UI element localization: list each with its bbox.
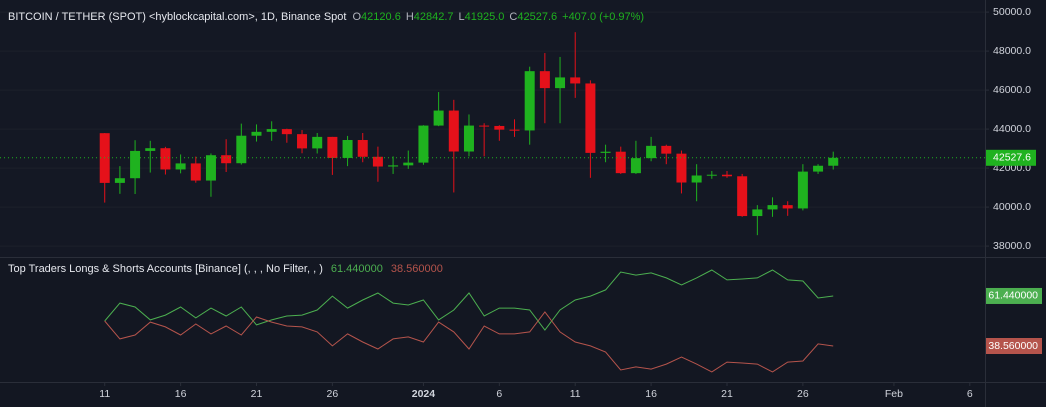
candle-body — [752, 209, 763, 217]
price-pane — [0, 0, 985, 257]
candle-body — [312, 136, 323, 149]
series-value-label: 38.560000 — [391, 263, 443, 275]
candle-body — [221, 155, 232, 164]
x-tick-label: 6 — [496, 388, 502, 400]
candle-body — [782, 205, 793, 209]
candle-body — [828, 157, 839, 166]
y-tick-label: 48000.0 — [993, 45, 1031, 57]
series-line — [104, 269, 834, 331]
x-tick-label: 2024 — [412, 388, 436, 400]
candle-body — [524, 71, 535, 131]
pane-title: Top Traders Longs & Shorts Accounts [Bin… — [8, 263, 323, 275]
candle-body — [297, 134, 308, 149]
candle-body — [205, 155, 216, 181]
candle-body — [661, 145, 672, 154]
candle-body — [615, 151, 626, 174]
series-axis-label: 61.440000 — [988, 290, 1038, 302]
ohlc-value: 42527.6 — [517, 11, 557, 23]
x-tick-label: 26 — [797, 388, 809, 400]
candle-body — [555, 77, 566, 89]
candle-body — [721, 174, 732, 177]
change-label: +407.0 (+0.97%) — [562, 11, 644, 23]
candle-body — [403, 162, 414, 166]
candle-body — [646, 145, 657, 159]
x-tick-label: 21 — [251, 388, 263, 400]
candle-body — [585, 83, 596, 153]
x-tick-label: 16 — [645, 388, 657, 400]
candle-body — [706, 174, 717, 176]
ohlc-key: H — [406, 11, 414, 23]
y-tick-label: 38000.0 — [993, 240, 1031, 252]
candle-body — [114, 178, 125, 183]
y-tick-label: 46000.0 — [993, 84, 1031, 96]
candle-body — [418, 125, 429, 163]
series-value-box — [986, 287, 1042, 304]
candle-body — [388, 165, 399, 167]
x-tick-label: 16 — [175, 388, 187, 400]
x-tick-label: Feb — [885, 388, 903, 400]
x-tick-label: 11 — [570, 388, 581, 400]
candle-body — [342, 140, 353, 158]
x-tick-label: 21 — [721, 388, 733, 400]
candle-body — [281, 129, 292, 135]
chart-title: BITCOIN / TETHER (SPOT) <hyblockcapital.… — [8, 11, 346, 23]
ohlc-value: 42120.6 — [361, 11, 401, 23]
candle-body — [676, 153, 687, 183]
x-tick-label: 26 — [327, 388, 339, 400]
candle-body — [797, 171, 808, 209]
candle-body — [570, 77, 581, 84]
candle-body — [433, 110, 444, 126]
chart-header: BITCOIN / TETHER (SPOT) <hyblockcapital.… — [8, 11, 644, 23]
y-tick-label: 50000.0 — [993, 6, 1031, 18]
y-tick-label: 40000.0 — [993, 201, 1031, 213]
ohlc-key: L — [459, 11, 465, 23]
candle-body — [448, 110, 459, 152]
series-line — [104, 311, 834, 373]
candle-body — [251, 131, 262, 136]
series-value-box — [986, 338, 1042, 355]
candle-body — [190, 163, 201, 181]
candle-body — [691, 175, 702, 183]
y-tick-label: 44000.0 — [993, 123, 1031, 135]
candle-body — [145, 148, 156, 151]
candle-body — [236, 135, 247, 164]
candle-body — [372, 156, 383, 167]
ohlc-value: 42842.7 — [414, 11, 454, 23]
candle-body — [327, 136, 338, 158]
candle-body — [494, 125, 505, 130]
series-axis-label: 38.560000 — [988, 340, 1038, 352]
ohlc-key: C — [509, 11, 517, 23]
candle-body — [813, 165, 824, 172]
candle-body — [463, 125, 474, 152]
candle-body — [160, 148, 171, 170]
candle-body — [539, 71, 550, 89]
candle-body — [767, 205, 778, 210]
ohlc-value: 41925.0 — [465, 11, 505, 23]
candle-body — [737, 176, 748, 217]
last-price-box — [986, 149, 1036, 166]
x-tick-label: 11 — [99, 388, 110, 400]
candle-body — [175, 163, 186, 170]
candle-body — [630, 158, 641, 174]
candle-body — [357, 140, 368, 157]
ohlc-key: O — [352, 11, 361, 23]
candle-body — [130, 150, 141, 179]
candle-body — [479, 125, 490, 127]
candle-body — [509, 129, 520, 131]
x-tick-label: 6 — [967, 388, 973, 400]
candle-body — [266, 129, 277, 132]
last-price-label: 42527.6 — [993, 152, 1031, 164]
pane-header: Top Traders Longs & Shorts Accounts [Bin… — [8, 263, 443, 275]
series-value-label: 61.440000 — [331, 263, 383, 275]
candle-body — [600, 151, 611, 153]
